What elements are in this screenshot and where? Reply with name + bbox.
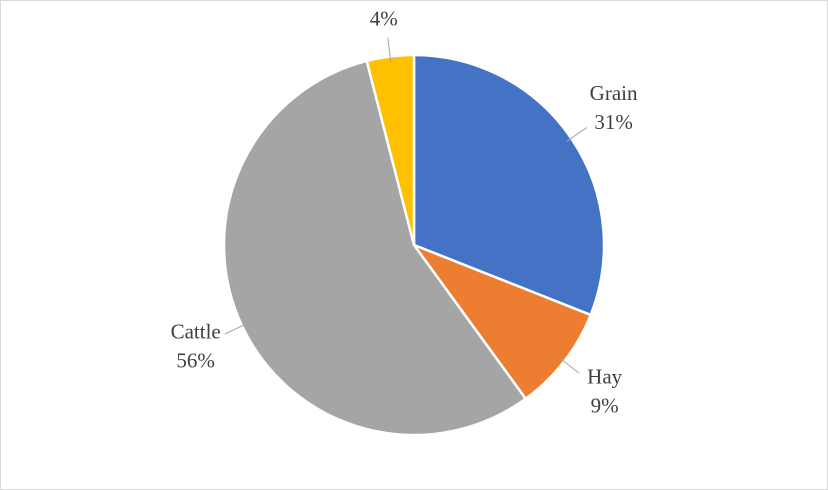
value-label: 4% (370, 6, 398, 30)
leader-line (559, 357, 580, 374)
value-label: 9% (591, 394, 619, 418)
value-label: 56% (176, 349, 215, 373)
slice-label: Hay (587, 365, 622, 389)
leader-line (566, 127, 588, 142)
value-label: 31% (594, 110, 633, 134)
leader-line (387, 37, 392, 63)
leader-line (224, 323, 248, 335)
slice-label: Other (360, 0, 408, 1)
slice-label: Cattle (171, 320, 221, 344)
slice-label: Grain (590, 81, 638, 105)
